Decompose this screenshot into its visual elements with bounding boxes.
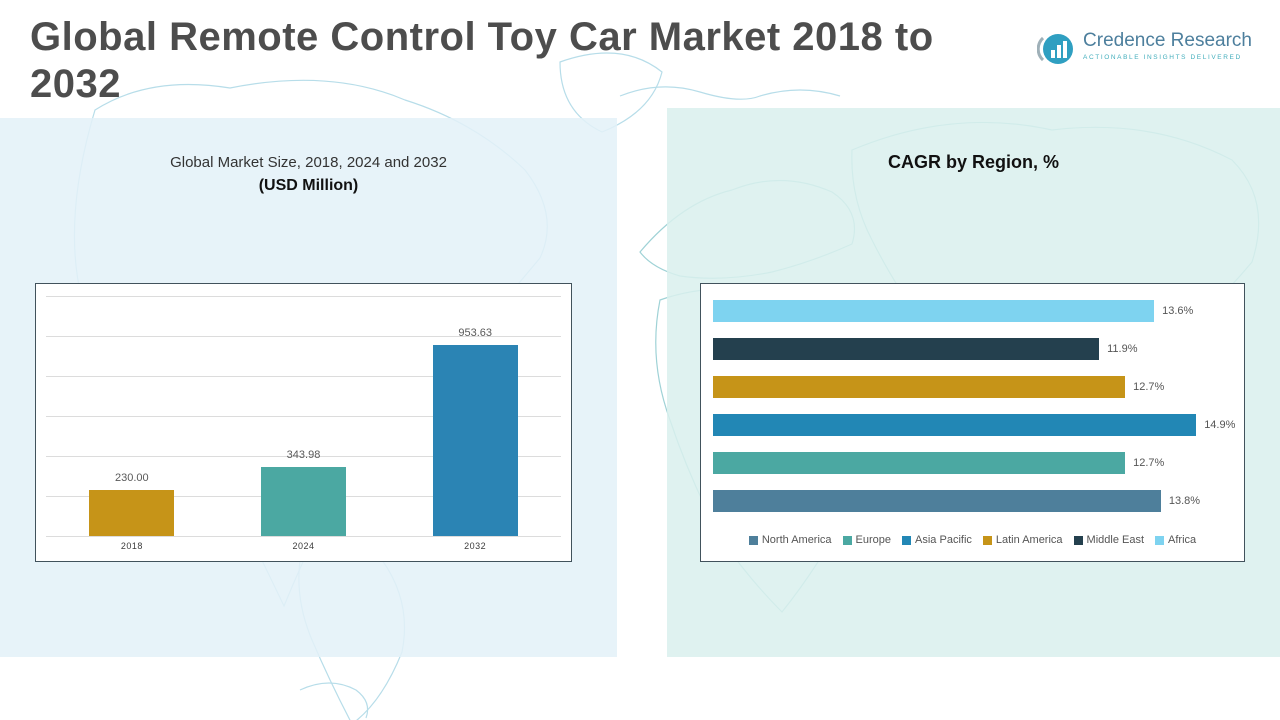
bar-row-asia-pacific: 14.9%: [713, 406, 1236, 444]
market-size-unit: (USD Million): [258, 177, 359, 194]
gridline: [46, 416, 561, 417]
market-size-chart: 230.00 343.98 953.63 2018 2024 2032: [35, 283, 572, 562]
legend-item-europe: Europe: [842, 534, 892, 546]
bar-value-label: 12.7%: [1133, 381, 1165, 393]
bar-value-label: 11.9%: [1107, 343, 1138, 355]
chart-legend: North America Europe Asia Pacific Latin Ame…: [701, 534, 1244, 546]
legend-item-africa: Africa: [1155, 534, 1196, 546]
legend-swatch: [1073, 535, 1083, 545]
cagr-chart: 13.6% 11.9% 12.7% 14.9% 12.7% 13.8% North Ame…: [700, 283, 1245, 562]
bar-middle-east: [713, 338, 1100, 360]
bar-row-africa: 13.6%: [713, 292, 1232, 330]
bar-2032: [432, 345, 518, 536]
bar-value-label: 12.7%: [1133, 457, 1165, 469]
legend-item-asia-pacific: Asia Pacific: [902, 534, 972, 546]
logo-name: Credence Research: [1083, 30, 1252, 51]
logo-bar-chart-icon: [1037, 34, 1074, 64]
bar-europe: [713, 452, 1126, 474]
legend-swatch: [748, 535, 758, 545]
legend-label: Asia Pacific: [915, 534, 972, 546]
x-axis-label-2018: 2018: [120, 541, 143, 551]
page-title: Global Remote Control Toy Car Market 201…: [30, 15, 934, 107]
bar-value-label: 13.6%: [1162, 305, 1194, 317]
logo-text: Credence Research Actionable Insights De…: [1083, 30, 1252, 61]
gridline: [46, 536, 561, 537]
bar-2024: [261, 467, 346, 536]
chart-category-axis: 2018 2024 2032: [46, 541, 561, 551]
legend-swatch: [842, 535, 852, 545]
bar-latin-america: [713, 376, 1126, 398]
legend-label: Middle East: [1086, 534, 1145, 546]
bar-value-label: 953.63: [458, 327, 492, 339]
bar-africa: [713, 300, 1155, 322]
market-size-panel: Global Market Size, 2018, 2024 and 2032 …: [0, 118, 617, 657]
legend-swatch: [982, 535, 992, 545]
legend-item-latin-america: Latin America: [982, 534, 1063, 546]
chart-rows: 13.6% 11.9% 12.7% 14.9% 12.7% 13.8%: [713, 292, 1236, 520]
gridline: [46, 456, 561, 457]
credence-research-logo: Credence Research Actionable Insights De…: [1037, 30, 1252, 68]
x-axis-label-2024: 2024: [292, 541, 315, 551]
gridline: [46, 296, 561, 297]
bar-value-label: 343.98: [286, 449, 321, 461]
legend-swatch: [902, 535, 912, 545]
bar-group-2032: 953.63: [389, 296, 561, 536]
bar-group-2018: 230.00: [46, 296, 218, 536]
bar-asia-pacific: [713, 414, 1197, 436]
gridline: [46, 336, 561, 337]
bar-value-label: 230.00: [115, 472, 149, 484]
market-size-title: Global Market Size, 2018, 2024 and 2032: [170, 154, 447, 171]
bar-north-america: [713, 490, 1161, 512]
chart-bars: 230.00 343.98 953.63: [46, 296, 561, 536]
logo-tagline: Actionable Insights Delivered: [1083, 54, 1242, 61]
bar-row-north-america: 13.8%: [713, 482, 1232, 520]
bar-row-middle-east: 11.9%: [713, 330, 1232, 368]
gridline: [46, 376, 561, 377]
bar-row-latin-america: 12.7%: [713, 368, 1232, 406]
bar-value-label: 13.8%: [1168, 495, 1201, 507]
bar-value-label: 14.9%: [1204, 419, 1236, 431]
bar-group-2024: 343.98: [218, 296, 390, 536]
x-axis-label-2032: 2032: [464, 541, 487, 551]
cagr-panel: CAGR by Region, % 13.6% 11.9% 12.7% 14.9% 12…: [667, 108, 1280, 657]
legend-label: North America: [761, 534, 832, 546]
legend-label: Latin America: [995, 534, 1063, 546]
legend-label: Africa: [1168, 534, 1197, 546]
bar-2018: [89, 490, 175, 536]
legend-label: Europe: [855, 534, 892, 546]
cagr-title: CAGR by Region, %: [887, 152, 1059, 172]
legend-swatch: [1155, 535, 1165, 545]
legend-item-middle-east: Middle East: [1073, 534, 1145, 546]
legend-item-north-america: North America: [748, 534, 832, 546]
bar-row-europe: 12.7%: [713, 444, 1232, 482]
